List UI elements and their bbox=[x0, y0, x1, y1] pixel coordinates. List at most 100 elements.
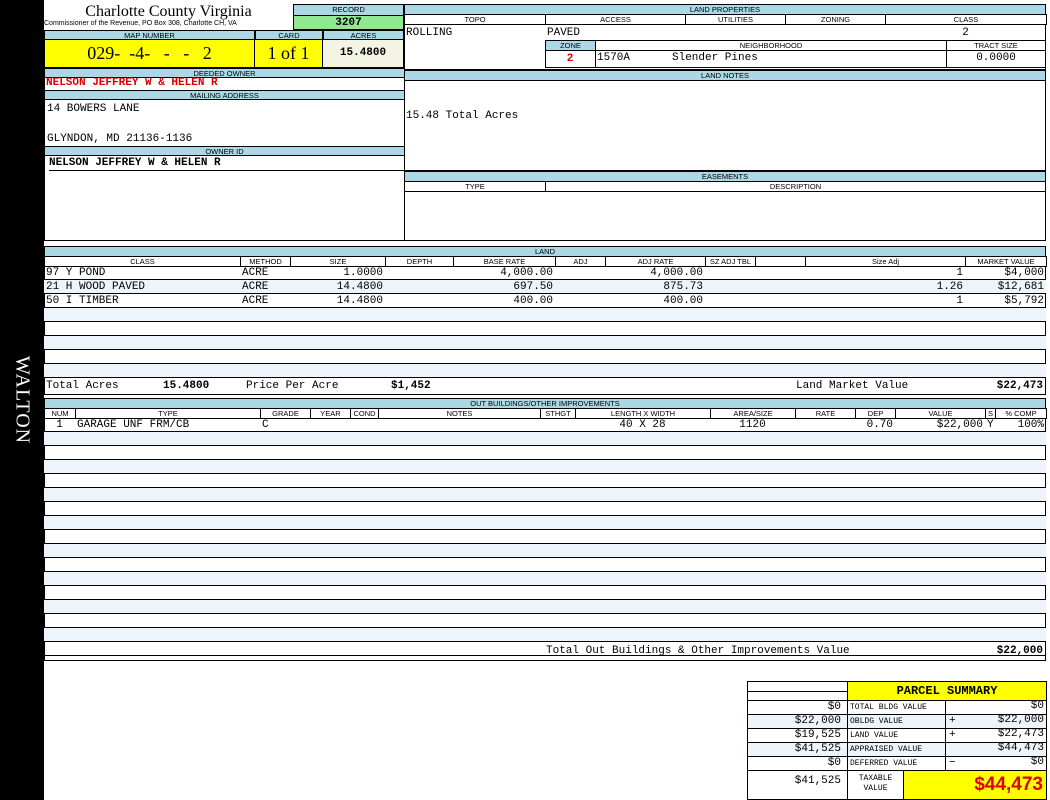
table-row bbox=[44, 488, 1046, 502]
record-number: 3207 bbox=[293, 16, 404, 30]
record-label: RECORD bbox=[293, 4, 404, 16]
table-cell: 697.50 bbox=[513, 281, 553, 293]
summary-label: LAND VALUE bbox=[847, 728, 946, 743]
table-row bbox=[44, 308, 1046, 322]
owner-id-label: OWNER ID bbox=[44, 146, 405, 156]
outbuildings-total: $22,000 bbox=[996, 645, 1043, 657]
table-cell: 1 bbox=[956, 267, 963, 279]
table-cell: 14.4800 bbox=[336, 281, 383, 293]
summary-value: $22,000 bbox=[997, 714, 1044, 726]
summary-divider bbox=[747, 691, 848, 692]
price-per-acre-label: Price Per Acre bbox=[246, 380, 339, 392]
table-cell: 0.70 bbox=[866, 419, 893, 431]
easement-description-header: DESCRIPTION bbox=[545, 181, 1046, 192]
summary-value: $0 bbox=[1030, 700, 1044, 712]
table-row bbox=[44, 432, 1046, 446]
table-row bbox=[44, 460, 1046, 474]
table-row bbox=[44, 544, 1046, 558]
table-cell: 400.00 bbox=[513, 295, 553, 307]
table-cell: 1 bbox=[956, 295, 963, 307]
table-cell: 4,000.00 bbox=[650, 267, 703, 279]
table-cell: 1 bbox=[56, 419, 63, 431]
table-cell: 50 I TIMBER bbox=[46, 295, 119, 307]
summary-value: $0 bbox=[1030, 756, 1044, 768]
table-row bbox=[44, 350, 1046, 364]
table-row bbox=[44, 446, 1046, 460]
total-acres: 15.4800 bbox=[163, 380, 210, 392]
county-title: Charlotte County Virginia bbox=[85, 3, 252, 20]
land-properties-header: UTILITIES bbox=[685, 14, 786, 25]
table-cell: $12,681 bbox=[997, 281, 1044, 293]
table-row bbox=[44, 600, 1046, 614]
table-row bbox=[44, 572, 1046, 586]
summary-label: APPRAISED VALUE bbox=[847, 742, 946, 757]
access-value: PAVED bbox=[547, 27, 581, 39]
table-cell: 100% bbox=[1017, 419, 1044, 431]
table-cell: Y bbox=[987, 419, 994, 431]
table-row bbox=[44, 364, 1046, 378]
district-sidebar: WALTON bbox=[0, 0, 44, 800]
owner-id: NELSON JEFFREY W & HELEN R bbox=[49, 156, 405, 171]
mailing-address-label: MAILING ADDRESS bbox=[44, 90, 405, 100]
land-properties-header: TOPO bbox=[404, 14, 546, 25]
topo-value: ROLLING bbox=[406, 27, 453, 39]
land-properties-header: ACCESS bbox=[545, 14, 686, 25]
taxable-left-value: $41,525 bbox=[747, 770, 848, 800]
neighborhood-name: Slender Pines bbox=[672, 52, 758, 64]
table-row bbox=[44, 474, 1046, 488]
map-number-label: MAP NUMBER bbox=[44, 30, 255, 40]
easement-type-header: TYPE bbox=[404, 181, 546, 192]
outbuildings-total-label: Total Out Buildings & Other Improvements… bbox=[546, 645, 850, 657]
table-cell: $4,000 bbox=[1004, 267, 1044, 279]
table-row bbox=[44, 336, 1046, 350]
table-cell: 21 H WOOD PAVED bbox=[46, 281, 146, 293]
land-properties-header: ZONING bbox=[785, 14, 886, 25]
total-acres-label: Total Acres bbox=[46, 380, 119, 392]
parcel-summary-title: PARCEL SUMMARY bbox=[847, 681, 1047, 701]
neighborhood-code: 1570A bbox=[597, 52, 631, 64]
table-cell: 1.26 bbox=[936, 281, 963, 293]
table-row bbox=[44, 586, 1046, 600]
summary-value: $22,473 bbox=[997, 728, 1044, 740]
table-cell: 1.0000 bbox=[343, 267, 383, 279]
zone-value: 2 bbox=[566, 52, 574, 64]
acres-value: 15.4800 bbox=[323, 40, 404, 68]
neighborhood-cell bbox=[595, 50, 947, 68]
land-properties-header: CLASS bbox=[885, 14, 1047, 25]
land-market-value: $22,473 bbox=[996, 380, 1043, 392]
summary-left-value: $0 bbox=[747, 756, 848, 771]
land-notes-title: LAND NOTES bbox=[404, 70, 1046, 81]
summary-label: TOTAL BLDG VALUE bbox=[847, 700, 946, 715]
table-row bbox=[44, 502, 1046, 516]
card-label: CARD bbox=[255, 30, 323, 40]
land-market-value-label: Land Market Value bbox=[796, 380, 909, 392]
table-row: 97 Y POND ACRE 1.0000 4,000.00 4,000.00 1 $4,0… bbox=[44, 266, 1046, 280]
table-cell: 4,000.00 bbox=[500, 267, 553, 279]
table-cell: 400.00 bbox=[663, 295, 703, 307]
table-row bbox=[44, 614, 1046, 628]
tract-size-value: 0.0000 bbox=[976, 52, 1016, 64]
taxable-value: $44,473 bbox=[903, 770, 1047, 800]
table-cell: 97 Y POND bbox=[46, 267, 106, 279]
table-row bbox=[44, 322, 1046, 336]
deeded-owner: NELSON JEFFREY W & HELEN R bbox=[46, 77, 218, 89]
land-column-header: MARKET VALUE bbox=[965, 256, 1047, 267]
table-cell: C bbox=[262, 419, 269, 431]
outbuildings-column-header: % COMP bbox=[995, 408, 1047, 419]
table-cell: GARAGE UNF FRM/CB bbox=[77, 419, 190, 431]
office-address: Commissioner of the Revenue, PO Box 308,… bbox=[44, 20, 237, 27]
district-name: WALTON bbox=[11, 355, 34, 445]
table-cell: 40 X 28 bbox=[619, 419, 666, 431]
table-row bbox=[44, 516, 1046, 530]
summary-label: DEFERRED VALUE bbox=[847, 756, 946, 771]
map-number: 029- -4- - - 2 bbox=[44, 40, 255, 68]
table-row: 50 I TIMBER ACRE 14.4800 400.00 400.00 1 $5,79… bbox=[44, 294, 1046, 308]
summary-left-value: $0 bbox=[747, 700, 848, 715]
acres-label: ACRES bbox=[323, 30, 404, 40]
land-notes-text: 15.48 Total Acres bbox=[406, 110, 519, 122]
summary-label: OBLDG VALUE bbox=[847, 714, 946, 729]
summary-left-value: $19,525 bbox=[747, 728, 848, 743]
table-row: 21 H WOOD PAVED ACRE 14.4800 697.50 875.73 1.… bbox=[44, 280, 1046, 294]
summary-value: $44,473 bbox=[997, 742, 1044, 754]
taxable-label: TAXABLE VALUE bbox=[847, 770, 904, 800]
